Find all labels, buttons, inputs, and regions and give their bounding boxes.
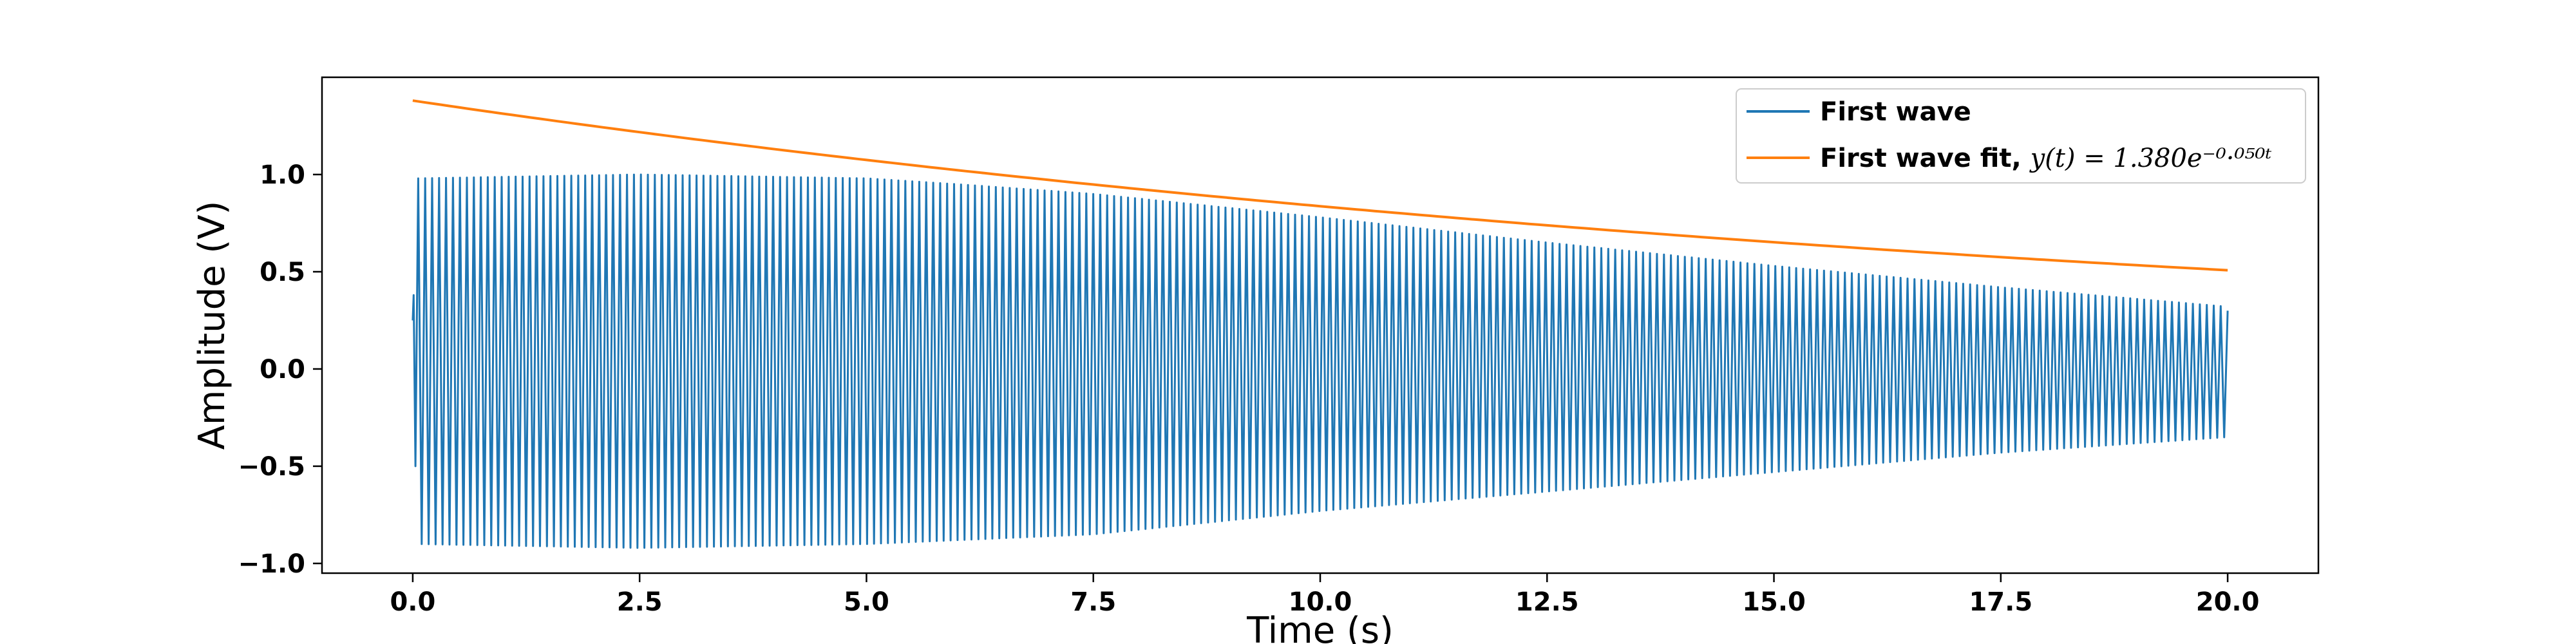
legend-fit-formula: y(t) = 1.380e⁻⁰·⁰⁵⁰ᵗ [2029, 144, 2272, 173]
fit-series [412, 99, 2228, 272]
x-tick-label: 2.5 [617, 587, 663, 617]
y-axis-ticks: −1.0 −0.5 0.0 0.5 1.0 [238, 160, 322, 579]
legend-fit-name: First wave fit, [1820, 144, 2031, 173]
y-tick-label: −1.0 [238, 549, 305, 579]
x-tick-label: 12.5 [1515, 587, 1579, 617]
x-axis-ticks: 0.0 2.5 5.0 7.5 10.0 12.5 15.0 17.5 20.0 [390, 573, 2259, 617]
x-tick-label: 20.0 [2196, 587, 2260, 617]
x-axis-label: Time (s) [1246, 610, 1394, 644]
x-tick-label: 10.0 [1289, 587, 1352, 617]
x-tick-label: 0.0 [390, 587, 435, 617]
x-tick-label: 5.0 [844, 587, 889, 617]
first-wave-line [412, 173, 2229, 549]
y-tick-label: 0.5 [260, 258, 305, 287]
y-tick-label: −0.5 [238, 452, 305, 482]
y-axis-label: Amplitude (V) [191, 201, 233, 450]
fit-line [412, 99, 2228, 272]
x-tick-label: 15.0 [1742, 587, 1806, 617]
y-tick-label: 0.0 [260, 355, 305, 384]
x-tick-label: 7.5 [1070, 587, 1116, 617]
legend-box [1736, 88, 2306, 184]
legend: First wave First wave fit, y(t) = 1.380e… [1736, 88, 2306, 184]
y-tick-label: 1.0 [260, 160, 305, 190]
first-wave-series [412, 173, 2229, 549]
legend-label-fit: First wave fit, y(t) = 1.380e⁻⁰·⁰⁵⁰ᵗ [1820, 144, 2272, 173]
x-tick-label: 17.5 [1969, 587, 2032, 617]
legend-label-first-wave: First wave [1820, 97, 1971, 127]
